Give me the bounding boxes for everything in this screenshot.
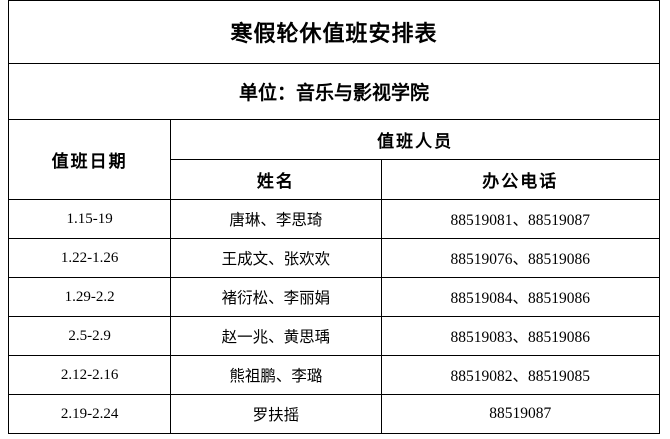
cell-phones: 88519081、88519087 [380,199,661,239]
cell-phones: 88519083、88519086 [380,316,661,356]
cell-phones: 88519076、88519086 [380,238,661,278]
table-row: 1.22-1.26 王成文、张欢欢 88519076、88519086 [7,238,661,278]
header-row-sub: 姓名 办公电话 [9,159,661,200]
column-header-name: 姓名 [170,159,382,200]
cell-names: 罗扶摇 [170,394,382,434]
unit-row: 单位：音乐与影视学院 [8,63,660,120]
title-row: 寒假轮休值班安排表 [8,0,660,64]
table-row: 1.15-19 唐琳、李思琦 88519081、88519087 [7,199,661,239]
table-row: 2.19-2.24 罗扶摇 88519087 [7,394,661,434]
table-row: 2.5-2.9 赵一兆、黄思瑀 88519083、88519086 [7,316,661,356]
cell-names: 唐琳、李思琦 [170,199,382,239]
unit-label: 单位：音乐与影视学院 [8,63,660,120]
cell-duty-date: 2.12-2.16 [7,355,172,395]
cell-names: 熊祖鹏、李璐 [170,355,382,395]
page-title: 寒假轮休值班安排表 [8,0,660,64]
duty-schedule-table: 寒假轮休值班安排表 单位：音乐与影视学院 值班日期 值班人员 姓名 办公电话 1… [7,0,661,434]
table-row: 1.29-2.2 褚衍松、李丽娟 88519084、88519086 [7,277,661,317]
cell-names: 褚衍松、李丽娟 [170,277,382,317]
cell-names: 王成文、张欢欢 [170,238,382,278]
column-header-office-phone: 办公电话 [380,159,661,200]
column-header-duty-date: 值班日期 [7,119,172,200]
cell-phones: 88519084、88519086 [380,277,661,317]
header-row-top: 值班日期 值班人员 [7,119,660,200]
cell-duty-date: 2.5-2.9 [7,316,172,356]
cell-phones: 88519087 [380,394,661,434]
cell-duty-date: 1.29-2.2 [7,277,172,317]
cell-names: 赵一兆、黄思瑀 [170,316,382,356]
cell-duty-date: 1.15-19 [7,199,172,239]
cell-duty-date: 2.19-2.24 [7,394,172,434]
column-header-duty-staff: 值班人员 [170,119,660,160]
cell-phones: 88519082、88519085 [380,355,661,395]
cell-duty-date: 1.22-1.26 [7,238,172,278]
table-row: 2.12-2.16 熊祖鹏、李璐 88519082、88519085 [7,355,661,395]
